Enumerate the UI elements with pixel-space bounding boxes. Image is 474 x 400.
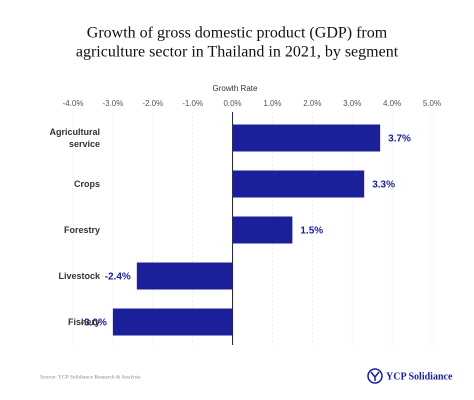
x-tick-label: 2.0% [303, 99, 321, 108]
value-label: -3.0% [81, 318, 107, 329]
bar [112, 308, 233, 336]
value-label: 3.3% [372, 180, 395, 191]
x-tick-label: 0.0% [223, 99, 241, 108]
x-tick-label: 4.0% [383, 99, 401, 108]
bar [136, 262, 233, 290]
x-tick-label: -4.0% [63, 99, 84, 108]
y-tick-label: Crops [73, 179, 100, 189]
x-tick-label: -1.0% [182, 99, 203, 108]
axis-title: Growth Rate [213, 84, 258, 93]
bar [232, 124, 381, 152]
x-tick-label: -3.0% [102, 99, 123, 108]
bar [232, 216, 293, 244]
bar [232, 170, 365, 198]
y-tick-label: Agricultural service [49, 127, 100, 149]
x-tick-label: -2.0% [142, 99, 163, 108]
value-label: -2.4% [105, 272, 131, 283]
x-tick-label: 1.0% [263, 99, 281, 108]
y-tick-label: Fishery [67, 317, 100, 327]
x-tick-label: 5.0% [423, 99, 441, 108]
chart-title: Growth of gross domestic product (GDP) f… [87, 25, 388, 42]
chart-title: agriculture sector in Thailand in 2021, … [76, 44, 399, 61]
value-label: 1.5% [300, 226, 323, 237]
y-tick-label: Forestry [63, 225, 100, 235]
logo: YCP Solidiance [386, 371, 453, 382]
y-tick-label: Livestock [58, 271, 100, 281]
source: Source: YCP Solidiance Research & Analys… [40, 374, 141, 380]
value-label: 3.7% [388, 134, 411, 145]
x-tick-label: 3.0% [343, 99, 361, 108]
logo-icon [367, 368, 383, 384]
